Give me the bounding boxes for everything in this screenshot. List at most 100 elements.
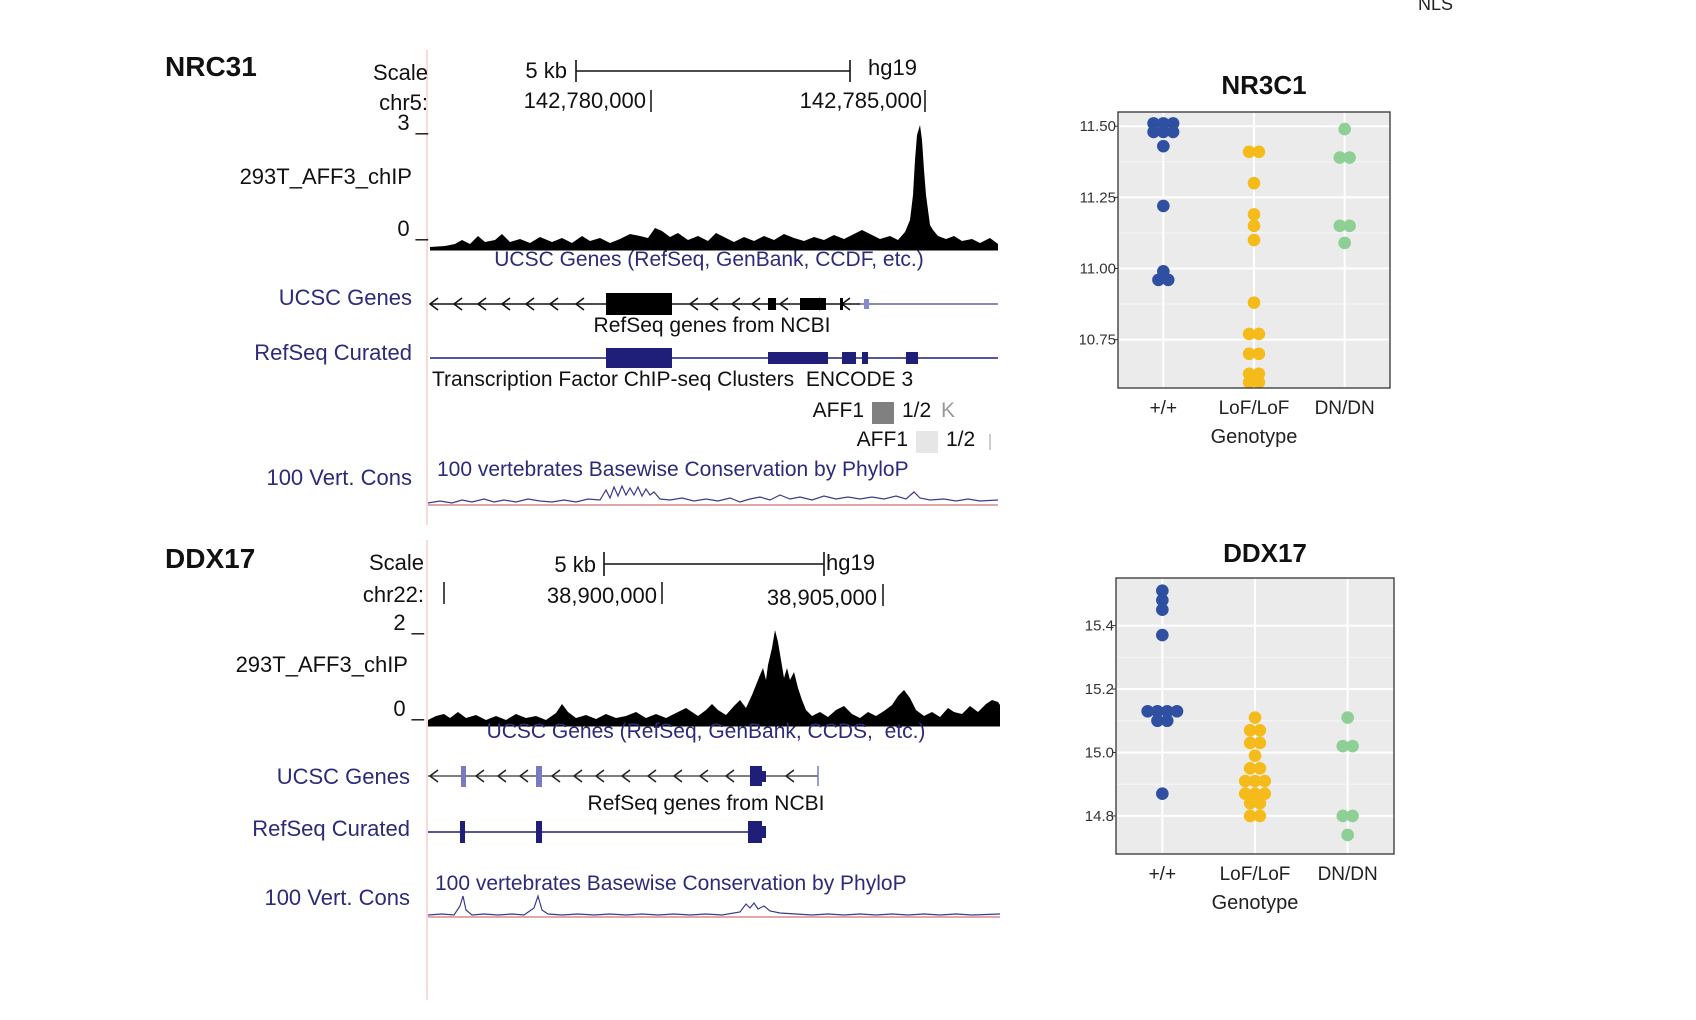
data-point: [1341, 828, 1354, 842]
data-point: [1253, 762, 1267, 775]
x-axis-label: Genotype: [1212, 892, 1299, 914]
chrom-label: chr22:: [363, 582, 424, 607]
x-tick-label: DN/DN: [1318, 864, 1378, 885]
conservation-signal: [427, 484, 999, 504]
refseq-track-header: RefSeq genes from NCBI: [594, 314, 831, 337]
refseq-curated-label: RefSeq Curated: [252, 816, 410, 841]
ucsc-track-header: UCSC Genes (RefSeq, GenBank, CCDS, etc.): [487, 720, 926, 743]
conservation-signal: [427, 893, 1001, 916]
data-point: [1343, 151, 1356, 164]
chart-title: NR3C1: [1221, 70, 1306, 100]
y-tick-label: 11.50: [1080, 118, 1116, 135]
cons-track-header: 100 vertebrates Basewise Conservation by…: [437, 458, 909, 481]
scale-bar-label: 5 kb: [554, 552, 596, 577]
corner-label: NLS: [1418, 0, 1454, 14]
ucsc-gene-model: [428, 293, 998, 315]
data-point: [1156, 593, 1169, 607]
x-tick-label: +/+: [1149, 864, 1176, 885]
data-point: [1333, 219, 1347, 233]
data-point: [1346, 739, 1359, 753]
data-point: [1253, 796, 1267, 810]
x-tick-label: LoF/LoF: [1219, 398, 1290, 419]
position-label: 142,780,000: [524, 88, 646, 113]
data-point: [1161, 273, 1175, 287]
chip-track-label: 293T_AFF3_chIP: [240, 164, 412, 189]
data-point: [1170, 704, 1184, 718]
cons-track-label: 100 Vert. Cons: [266, 465, 412, 490]
scale-bar: [575, 60, 851, 82]
data-point: [1160, 704, 1174, 718]
tf-factor-label: AFF1: [857, 428, 908, 451]
data-point: [1346, 809, 1359, 823]
x-axis-label: Genotype: [1211, 426, 1298, 448]
data-point: [1252, 145, 1266, 159]
data-point: [1252, 376, 1266, 389]
tf-score-label: 1/2: [902, 399, 931, 422]
data-point: [1156, 584, 1169, 597]
data-point: [1253, 809, 1267, 823]
data-point: [1258, 774, 1272, 788]
chip-track-label: 293T_AFF3_chIP: [236, 652, 408, 677]
data-point: [1156, 603, 1169, 617]
data-point: [1336, 739, 1350, 753]
chip-min-label: 0 _: [397, 216, 428, 241]
data-point: [1238, 787, 1252, 801]
data-point: [1336, 809, 1350, 823]
tf-track-header: Transcription Factor ChIP-seq Clusters E…: [432, 368, 913, 391]
scale-label: Scale: [373, 60, 428, 85]
x-tick-label: DN/DN: [1315, 398, 1375, 419]
position-label: 142,785,000: [800, 88, 922, 113]
chip-max-label: 2 _: [393, 610, 424, 635]
tf-factor-label: AFF1: [813, 399, 864, 422]
scale-bar: [603, 552, 825, 576]
x-tick-label: +/+: [1150, 398, 1177, 419]
data-point: [1242, 376, 1256, 389]
data-point: [1247, 176, 1261, 190]
data-point: [1247, 219, 1261, 233]
scatter-chart-nr3c1: 10.75 11.00 11.25 11.50 +/+ LoF/LoF DN/DN NR3C1…: [1080, 70, 1391, 448]
plot-border: [1115, 577, 1395, 855]
data-point: [1248, 774, 1262, 788]
tf-cluster-box: [872, 402, 894, 424]
data-point: [1166, 125, 1180, 139]
data-point: [1258, 787, 1272, 801]
scale-bar-label: 5 kb: [525, 58, 567, 83]
x-tick-label: LoF/LoF: [1220, 864, 1291, 885]
data-point: [1248, 749, 1262, 762]
y-tick-label: 15.0: [1085, 744, 1114, 761]
data-point: [1243, 723, 1257, 737]
data-point: [1242, 145, 1256, 159]
data-point: [1248, 711, 1262, 724]
data-point: [1247, 296, 1261, 309]
data-point: [1160, 714, 1174, 728]
data-point: [1157, 199, 1170, 213]
refseq-curated-label: RefSeq Curated: [254, 340, 412, 365]
chip-max-label: 3 _: [397, 110, 428, 135]
plot-border: [1117, 111, 1391, 389]
data-point: [1243, 736, 1257, 750]
position-label: 38,905,000: [767, 585, 877, 610]
tf-score-label: 1/2: [946, 428, 975, 451]
data-point: [1248, 787, 1262, 801]
ucsc-genes-label: UCSC Genes: [279, 285, 412, 310]
gene-label: NRC31: [165, 51, 257, 82]
scatter-chart-ddx17: 14.8 15.0 15.2 15.4 +/+ LoF/LoF DN/DN DDX17 Geno…: [1085, 538, 1395, 914]
cons-track-header: 100 vertebrates Basewise Conservation by…: [435, 872, 907, 895]
chip-signal: [428, 630, 1000, 726]
y-tick-label: 11.25: [1080, 189, 1116, 206]
y-tick-label: 15.4: [1085, 618, 1114, 635]
data-point: [1247, 233, 1261, 247]
data-point: [1157, 125, 1170, 139]
data-point: [1243, 809, 1257, 823]
data-point: [1151, 704, 1164, 718]
data-point: [1338, 236, 1351, 250]
ucsc-track-header: UCSC Genes (RefSeq, GenBank, CCDF, etc.): [494, 248, 924, 271]
chip-signal: [430, 125, 998, 250]
refseq-track-header: RefSeq genes from NCBI: [588, 792, 825, 815]
data-point: [1156, 628, 1169, 642]
data-point: [1253, 723, 1267, 737]
y-tick-label: 15.2: [1085, 681, 1114, 698]
data-point: [1141, 704, 1154, 718]
data-point: [1243, 762, 1257, 775]
data-point: [1333, 151, 1347, 164]
